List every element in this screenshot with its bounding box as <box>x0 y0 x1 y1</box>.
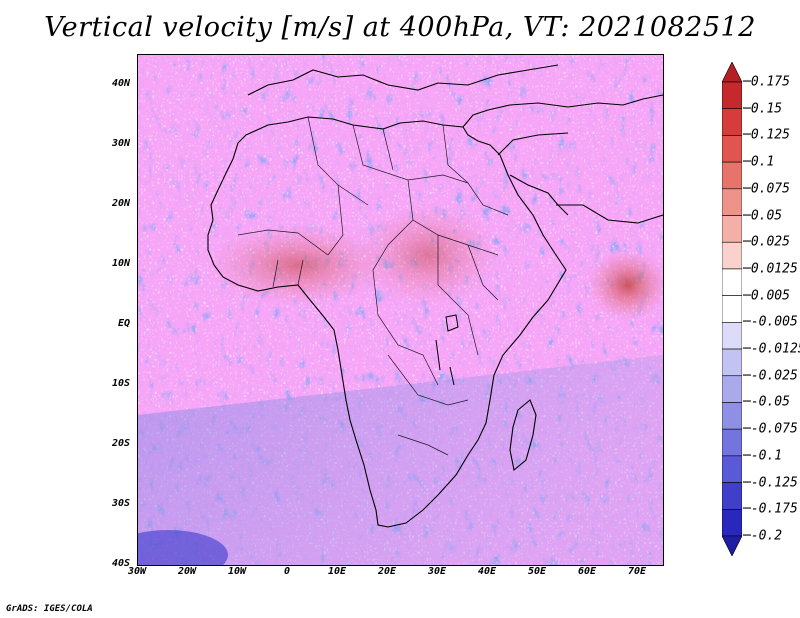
colorbar-label: ─0.025 <box>743 234 790 250</box>
colorbar-label: ─-0.025 <box>743 368 798 384</box>
colorbar-label: ─-0.075 <box>743 421 798 437</box>
colorbar-cell <box>722 535 742 556</box>
latitude-label: EQ <box>117 318 130 329</box>
colorbar-label: ─-0.005 <box>743 314 798 330</box>
colorbar-label: ─0.15 <box>743 101 783 117</box>
colorbar-cell <box>722 508 742 537</box>
colorbar <box>722 62 742 556</box>
southern-ocean-descent-region <box>138 355 663 565</box>
latitude-label: 20N <box>111 198 130 209</box>
latitude-label: 30S <box>111 498 130 509</box>
colorbar-label: ─0.005 <box>743 288 790 304</box>
colorbar-cell <box>722 108 742 136</box>
colorbar-label: ─-0.2 <box>743 528 783 544</box>
colorbar-label: ─0.1 <box>743 154 775 170</box>
colorbar-label: ─-0.05 <box>743 394 790 410</box>
colorbar-cell <box>722 482 742 510</box>
arabia-coastline <box>509 174 663 224</box>
indian-ocean-ascent-region <box>588 250 663 320</box>
colorbar-label: ─0.075 <box>743 181 790 197</box>
page-title: Vertical velocity [m/s] at 400hPa, VT: 2… <box>44 12 756 43</box>
colorbar-cell <box>722 295 742 323</box>
longitude-label: 60E <box>577 566 597 577</box>
latitude-label: 20S <box>111 438 130 449</box>
border-lines <box>237 116 509 456</box>
longitude-label: 50E <box>527 566 547 577</box>
colorbar-label: ─0.0125 <box>743 261 798 277</box>
map-panel[interactable] <box>137 54 664 566</box>
colorbar-cell <box>722 62 742 83</box>
europe-coastline <box>247 64 559 96</box>
colorbar-cell <box>722 402 742 430</box>
longitude-label: 10W <box>227 566 247 577</box>
grads-credit: GrADS: IGES/COLA <box>6 604 93 614</box>
colorbar-cell <box>722 375 742 403</box>
country-borders <box>237 116 509 456</box>
colorbar-cell <box>722 268 742 296</box>
central-africa-ascent-region <box>358 205 498 305</box>
colorbar-label: ─0.175 <box>743 74 790 90</box>
colorbar-cell <box>722 188 742 216</box>
colorbar-label: ─-0.1 <box>743 448 783 464</box>
lakes <box>435 314 459 386</box>
colorbar-cell <box>722 348 742 377</box>
middle-east-coastline <box>462 94 663 156</box>
colorbar-cell <box>722 161 742 190</box>
colorbar-cell <box>722 135 742 163</box>
colorbar-cell <box>722 455 742 483</box>
longitude-label: 70E <box>627 566 647 577</box>
rift-lakes <box>435 339 455 386</box>
latitude-label: 40N <box>111 78 130 89</box>
latitude-label: 10N <box>111 258 130 269</box>
colorbar-cell <box>722 241 742 270</box>
sahel-ascent-region <box>208 225 388 305</box>
colorbar-label: ─0.05 <box>743 208 783 224</box>
madagascar-coastline <box>509 399 537 472</box>
longitude-label: 40E <box>477 566 497 577</box>
colorbar-cell <box>722 215 742 243</box>
colorbar-cell <box>722 81 742 110</box>
longitude-label: 30E <box>427 566 447 577</box>
latitude-label: 40S <box>111 558 130 569</box>
colorbar-cell <box>722 428 742 457</box>
longitude-label: 20E <box>377 566 397 577</box>
longitude-label: 30W <box>127 566 147 577</box>
sw-strong-descent-region <box>138 530 228 565</box>
latitude-label: 10S <box>111 378 130 389</box>
colorbar-cell <box>722 322 742 350</box>
lake-victoria <box>445 314 459 332</box>
vertical-velocity-map[interactable] <box>138 55 663 565</box>
africa-coastline <box>207 116 567 528</box>
coastlines <box>207 64 663 528</box>
colorbar-label: ─-0.0125 <box>743 341 800 357</box>
longitude-label: 20W <box>177 566 197 577</box>
colorbar-label: ─-0.125 <box>743 475 798 491</box>
latitude-label: 30N <box>111 138 130 149</box>
colorbar-label: ─0.125 <box>743 127 790 143</box>
longitude-label: 10E <box>327 566 347 577</box>
longitude-label: 0 <box>283 566 291 577</box>
colorbar-label: ─-0.175 <box>743 501 798 517</box>
